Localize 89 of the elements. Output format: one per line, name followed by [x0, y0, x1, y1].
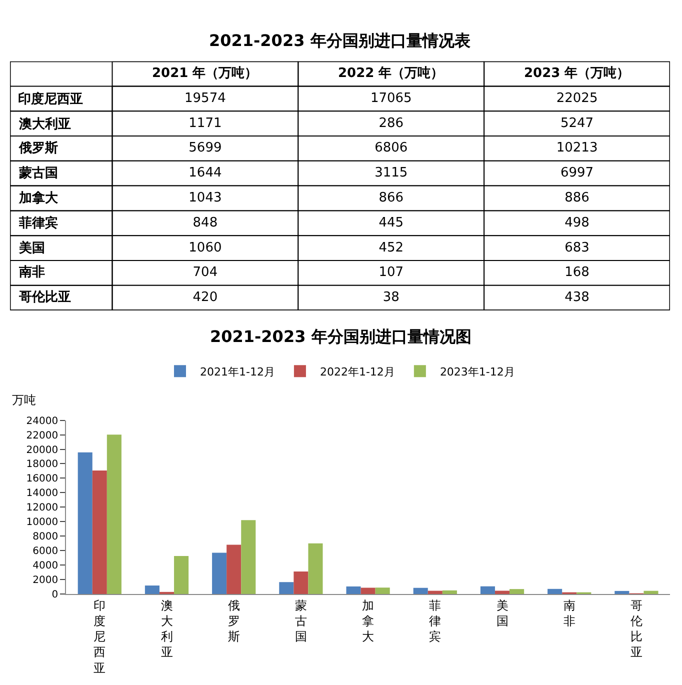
y-tick-label: 俄罗斯	[18, 141, 58, 156]
legend-label: 2021年1-12月	[200, 365, 275, 378]
legend-label: 2023年1-12月	[440, 365, 515, 378]
bar	[308, 543, 323, 594]
y-tick-label: 22000	[26, 430, 58, 442]
bar	[212, 552, 227, 594]
y-tick-label: 4000	[32, 560, 58, 572]
data-label: 107	[378, 265, 404, 280]
x-tick-label: 蒙古国	[294, 598, 307, 644]
x-tick-label: 菲律宾	[429, 598, 442, 644]
x-tick-label: 美国	[496, 598, 508, 628]
data-label: 886	[564, 190, 590, 206]
data-label: 6997	[560, 166, 594, 181]
data-label: 420	[192, 290, 218, 306]
x-tick-label: 2022 年（万吨）	[338, 66, 444, 81]
bar	[226, 544, 242, 594]
y-tick-label: 澳大利亚	[18, 116, 71, 132]
bar	[279, 582, 294, 594]
data-label: 866	[378, 190, 404, 206]
data-label: 445	[378, 215, 404, 230]
bar	[92, 470, 107, 594]
y-tick-label: 印度尼西亚	[18, 91, 83, 107]
y-tick-label: 6000	[32, 546, 58, 558]
data-label: 5699	[188, 140, 222, 156]
y-tick-label: 菲律宾	[18, 215, 58, 231]
chart-title: 2021-2023 年分国别进口量情况表	[209, 31, 472, 50]
data-label: 19574	[184, 90, 226, 106]
bar	[442, 590, 457, 594]
data-label: 1171	[188, 116, 222, 131]
data-label: 10213	[556, 140, 598, 156]
x-tick-label: 哥伦比亚	[630, 598, 642, 660]
y-tick-label: 10000	[26, 517, 58, 528]
bar	[294, 571, 308, 594]
chart-title: 2021-2023 年分国别进口量情况图	[210, 327, 472, 346]
data-label: 286	[378, 116, 404, 131]
bar	[174, 556, 189, 594]
y-axis-title: 万吨	[12, 393, 36, 407]
bar	[375, 588, 390, 594]
y-tick-label: 0	[52, 590, 58, 600]
y-tick-label: 16000	[26, 474, 58, 485]
y-tick-label: 美国	[18, 240, 45, 256]
x-tick-label: 南非	[563, 598, 576, 628]
data-label: 704	[192, 265, 218, 280]
bar	[346, 586, 361, 594]
data-label: 38	[382, 290, 400, 306]
x-tick-label: 2023 年（万吨）	[524, 66, 630, 81]
x-tick-label: 2021 年（万吨）	[152, 66, 258, 81]
data-label: 1043	[188, 190, 222, 206]
data-label: 168	[564, 265, 590, 280]
bar	[548, 588, 562, 594]
bar	[644, 590, 658, 594]
x-tick-label: 澳大利亚	[160, 598, 173, 660]
bar	[614, 590, 630, 594]
bar	[241, 520, 256, 594]
data-label: 452	[378, 240, 404, 256]
y-tick-label: 2000	[32, 575, 58, 586]
bar	[480, 586, 495, 594]
y-tick-label: 20000	[26, 444, 58, 456]
bar	[78, 452, 92, 594]
data-label: 438	[564, 290, 590, 306]
data-label: 3115	[374, 166, 408, 181]
data-label: 6806	[374, 140, 408, 156]
y-tick-label: 18000	[26, 459, 58, 470]
data-label: 5247	[560, 116, 594, 131]
y-tick-label: 8000	[32, 532, 58, 543]
data-label: 22025	[556, 90, 598, 106]
y-tick-label: 哥伦比亚	[18, 290, 71, 305]
data-label: 1644	[188, 166, 222, 181]
y-tick-label: 24000	[26, 416, 58, 427]
bar	[494, 590, 510, 594]
legend-label: 2022年1-12月	[320, 365, 395, 378]
y-tick-label: 加拿大	[18, 190, 59, 206]
data-label: 498	[564, 215, 590, 230]
bar	[428, 590, 442, 594]
x-tick-label: 加拿大	[362, 598, 374, 644]
y-tick-label: 蒙古国	[18, 165, 58, 181]
y-tick-label: 12000	[26, 502, 58, 514]
bar	[360, 588, 376, 594]
bar	[413, 588, 428, 594]
bar	[510, 589, 524, 594]
data-label: 1060	[188, 240, 222, 256]
data-label: 848	[192, 215, 218, 230]
y-tick-label: 14000	[26, 488, 58, 500]
bar	[106, 434, 122, 594]
y-tick-label: 南非	[18, 265, 45, 280]
bar	[144, 586, 160, 594]
data-label: 683	[564, 240, 590, 256]
data-label: 17065	[370, 90, 412, 106]
x-tick-label: 俄罗斯	[228, 598, 240, 644]
